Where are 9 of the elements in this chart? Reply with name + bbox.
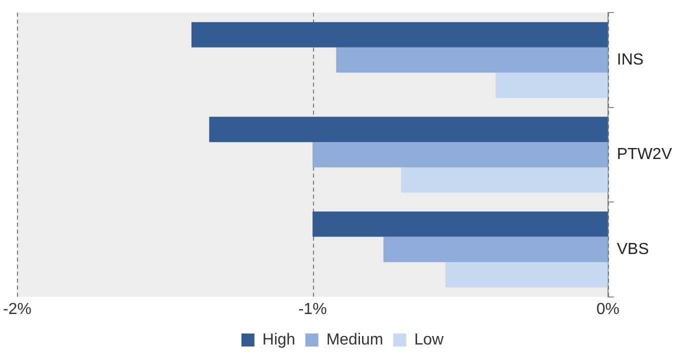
y-tick-label: VBS xyxy=(616,240,649,258)
x-tick-label: -1% xyxy=(298,300,327,318)
legend-label: Medium xyxy=(326,331,384,348)
x-tick-label: -2% xyxy=(3,300,32,318)
y-tick-label: PTW2V xyxy=(616,146,672,164)
y-tick-label: INS xyxy=(616,51,644,68)
legend-label: Low xyxy=(414,331,444,348)
x-tick-label: 0% xyxy=(596,300,620,318)
legend-label: High xyxy=(262,331,296,348)
